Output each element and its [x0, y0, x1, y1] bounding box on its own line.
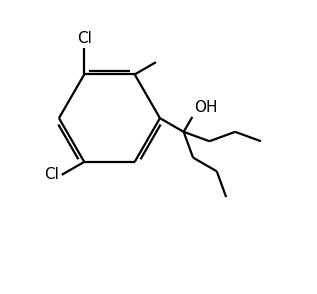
Text: Cl: Cl	[45, 167, 59, 182]
Text: OH: OH	[194, 101, 217, 116]
Text: Cl: Cl	[77, 31, 92, 46]
